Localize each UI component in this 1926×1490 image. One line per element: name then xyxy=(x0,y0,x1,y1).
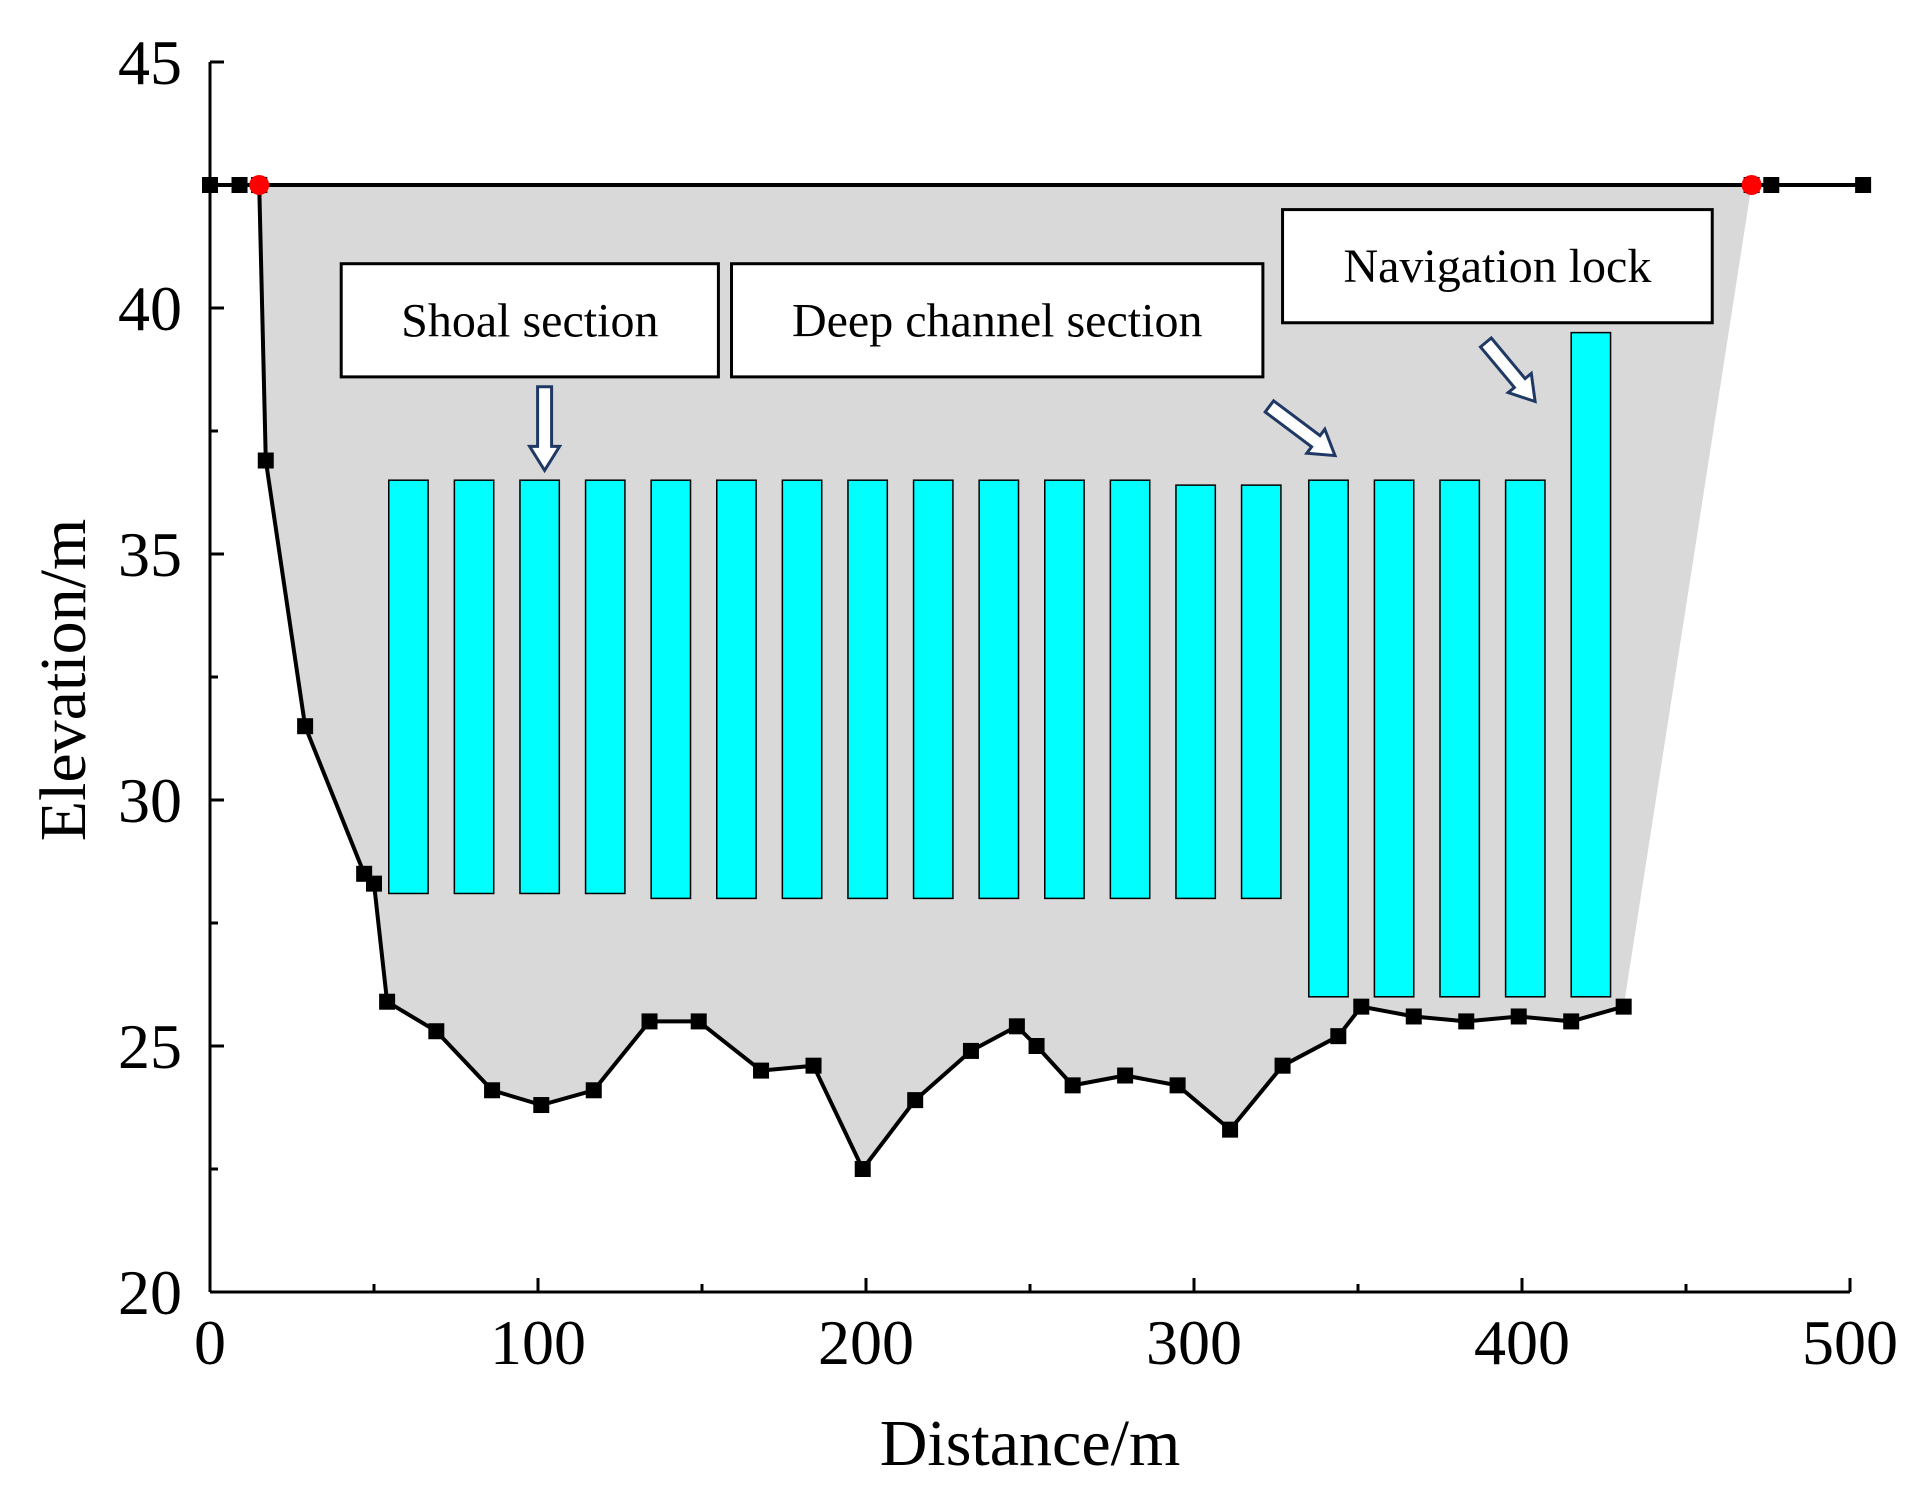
y-tick-label-3: 30 xyxy=(118,765,182,836)
pier-15 xyxy=(1308,479,1349,998)
x-tick-label-6: 500 xyxy=(1802,1307,1898,1378)
series-layer xyxy=(202,175,1872,1177)
bed-point-14 xyxy=(805,1057,822,1074)
pier-6 xyxy=(716,479,757,900)
pier-11 xyxy=(1044,479,1085,900)
bed-point-12 xyxy=(690,1013,707,1030)
annotation-label-3: Navigation lock xyxy=(1343,240,1651,293)
bed-point-17 xyxy=(962,1042,979,1059)
bed-point-20 xyxy=(1064,1077,1081,1094)
x-tick-label-5: 400 xyxy=(1474,1307,1570,1378)
pier-2 xyxy=(453,479,495,895)
bed-point-28 xyxy=(1458,1013,1475,1030)
pier-18 xyxy=(1504,479,1546,998)
bed-point-2 xyxy=(257,452,274,469)
bank-point-5 xyxy=(1763,177,1780,193)
bed-point-19 xyxy=(1028,1038,1045,1054)
water-edge-point-2 xyxy=(1741,175,1762,195)
bank-point-6 xyxy=(1855,177,1872,193)
bed-point-18 xyxy=(1008,1018,1025,1035)
axes-layer: 0 100 200 300 400 500 20 25 30 35 40 45 xyxy=(118,27,1898,1378)
y-tick-label-2: 25 xyxy=(118,1011,182,1082)
pier-13 xyxy=(1175,484,1217,900)
pier-12 xyxy=(1109,479,1151,900)
bed-point-22 xyxy=(1169,1077,1186,1094)
pier-9 xyxy=(912,479,954,900)
pier-14 xyxy=(1240,484,1282,900)
pier-17 xyxy=(1439,479,1481,998)
bed-point-29 xyxy=(1510,1008,1527,1025)
bank-point-2 xyxy=(231,177,248,193)
y-tick-label-4: 35 xyxy=(118,519,182,590)
annotation-box-3 xyxy=(1281,208,1714,325)
pier-7 xyxy=(781,479,823,900)
x-tick-label-3: 200 xyxy=(818,1307,914,1378)
bed-point-27 xyxy=(1405,1008,1422,1025)
bed-point-16 xyxy=(907,1092,924,1109)
annotation-layer: Shoal section Deep channel section Navigat… xyxy=(339,208,1714,474)
bed-point-5 xyxy=(366,875,382,892)
bed-point-6 xyxy=(379,993,396,1010)
pier-16 xyxy=(1373,479,1415,998)
annotation-box-1 xyxy=(339,262,720,379)
annotation-arrow-1 xyxy=(526,385,563,474)
y-tick-label-5: 40 xyxy=(118,273,182,344)
bed-point-30 xyxy=(1563,1013,1580,1030)
x-tick-label-4: 300 xyxy=(1146,1307,1242,1378)
pier-3 xyxy=(519,479,561,895)
bed-point-15 xyxy=(854,1161,871,1177)
bed-point-25 xyxy=(1330,1028,1347,1045)
annotation-label-1: Shoal section xyxy=(401,294,658,347)
pier-5 xyxy=(650,479,692,900)
y-axis-title: Elevation/m xyxy=(27,519,100,842)
bed-point-31 xyxy=(1615,998,1632,1015)
pier-4 xyxy=(584,479,626,895)
bed-point-8 xyxy=(484,1082,501,1099)
bed-point-7 xyxy=(428,1023,445,1040)
bed-point-9 xyxy=(533,1097,550,1114)
annotation-box-2 xyxy=(730,262,1265,379)
annotation-arrow-3 xyxy=(1478,335,1537,404)
bed-point-23 xyxy=(1222,1121,1239,1138)
pier-10 xyxy=(978,479,1020,900)
y-tick-label-6: 45 xyxy=(118,27,182,98)
bed-point-3 xyxy=(297,718,314,735)
bed-point-21 xyxy=(1117,1067,1134,1084)
bed-point-26 xyxy=(1353,998,1370,1015)
pier-19 xyxy=(1570,331,1612,998)
water-edge-point-1 xyxy=(249,175,270,195)
y-tick-label-1: 20 xyxy=(118,1257,182,1328)
bed-point-24 xyxy=(1274,1057,1291,1074)
annotation-label-2: Deep channel section xyxy=(792,294,1202,347)
pier-8 xyxy=(847,479,889,900)
bed-point-10 xyxy=(585,1082,602,1099)
annotation-arrow-2 xyxy=(1263,398,1338,458)
x-axis-title: Distance/m xyxy=(880,1407,1181,1480)
pier-layer xyxy=(388,331,1612,998)
x-tick-label-1: 0 xyxy=(194,1307,226,1378)
bed-point-11 xyxy=(641,1013,658,1030)
pier-1 xyxy=(388,479,429,895)
x-tick-label-2: 100 xyxy=(490,1307,586,1378)
bed-point-13 xyxy=(753,1062,770,1079)
